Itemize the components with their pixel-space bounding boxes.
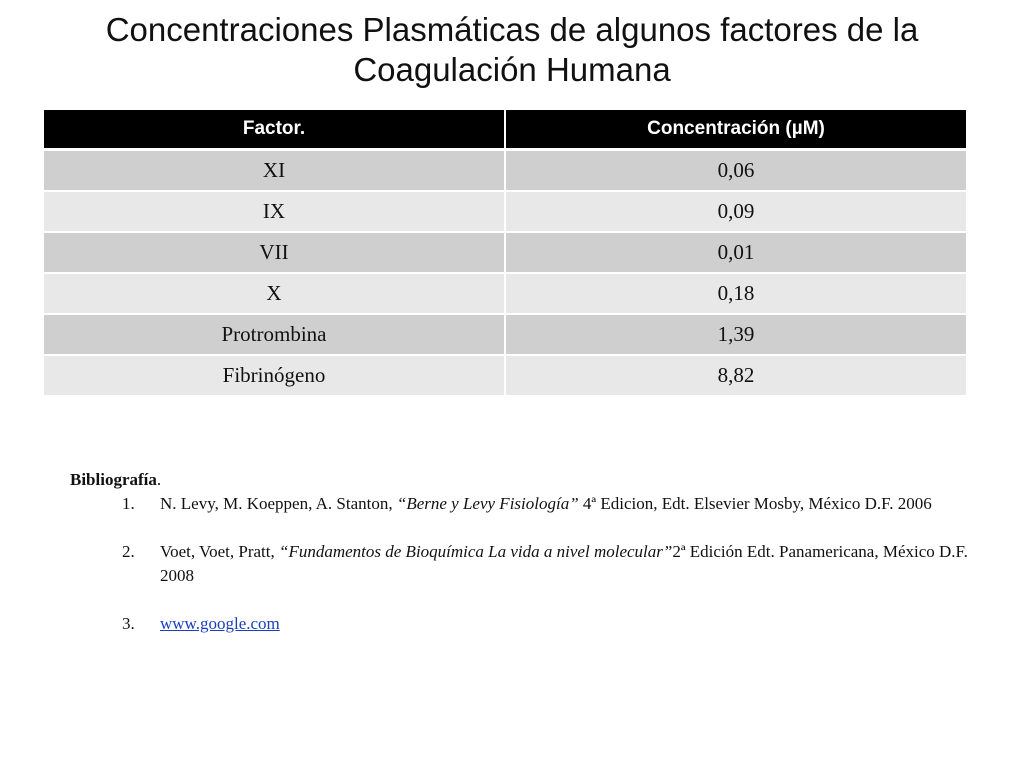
table-row: XI 0,06: [44, 148, 966, 191]
reference-item: 1. N. Levy, M. Koeppen, A. Stanton, “Ber…: [122, 492, 980, 516]
table-row: Protrombina 1,39: [44, 313, 966, 355]
concentration-cell: 8,82: [505, 354, 966, 395]
reference-item: 3. www.google.com: [122, 612, 980, 636]
factor-cell: IX: [44, 190, 506, 232]
factor-cell: VII: [44, 231, 506, 273]
reference-text: N. Levy, M. Koeppen, A. Stanton, “Berne …: [160, 492, 980, 516]
reference-authors: Voet, Voet, Pratt,: [160, 542, 280, 561]
slide-title: Concentraciones Plasmáticas de algunos f…: [40, 10, 984, 90]
concentration-table: Factor. Concentración (µM) XI 0,06 IX 0,…: [44, 110, 966, 395]
factor-cell: Protrombina: [44, 313, 506, 355]
table-row: Fibrinógeno 8,82: [44, 354, 966, 395]
title-line-1: Concentraciones Plasmáticas de algunos f…: [105, 11, 919, 48]
table-row: IX 0,09: [44, 190, 966, 232]
factor-cell: X: [44, 272, 506, 314]
concentration-cell: 0,18: [505, 272, 966, 314]
reference-authors: N. Levy, M. Koeppen, A. Stanton,: [160, 494, 397, 513]
reference-book-title: “Berne y Levy Fisiología”: [396, 494, 579, 513]
concentration-table-wrapper: Factor. Concentración (µM) XI 0,06 IX 0,…: [44, 110, 966, 395]
table-header-row: Factor. Concentración (µM): [44, 110, 966, 150]
table-row: VII 0,01: [44, 231, 966, 273]
header-concentration: Concentración (µM): [505, 110, 966, 150]
concentration-cell: 0,06: [505, 148, 966, 191]
factor-cell: Fibrinógeno: [44, 354, 506, 395]
reference-number: 3.: [122, 614, 135, 633]
reference-edition: 4ª Edicion, Edt. Elsevier Mosby, México …: [578, 494, 932, 513]
table-row: X 0,18: [44, 272, 966, 314]
concentration-cell: 1,39: [505, 313, 966, 355]
reference-number: 1.: [122, 494, 135, 513]
bibliography-heading: Bibliografía.: [70, 468, 980, 492]
reference-book-title: “Fundamentos de Bioquímica La vida a niv…: [279, 542, 673, 561]
reference-number: 2.: [122, 542, 135, 561]
concentration-cell: 0,01: [505, 231, 966, 273]
bibliography-heading-suffix: .: [156, 470, 162, 489]
reference-text: Voet, Voet, Pratt, “Fundamentos de Bioqu…: [160, 540, 980, 588]
reference-edition: 2ª Edición Edt. Panamericana, México D.F…: [160, 542, 968, 585]
header-factor: Factor.: [44, 110, 506, 150]
title-line-2: Coagulación Humana: [353, 51, 671, 88]
reference-text: www.google.com: [160, 612, 980, 636]
factor-cell: XI: [44, 148, 506, 191]
bibliography-heading-text: Bibliografía: [70, 470, 157, 489]
reference-item: 2. Voet, Voet, Pratt, “Fundamentos de Bi…: [122, 540, 980, 588]
reference-link[interactable]: www.google.com: [160, 614, 280, 633]
bibliography: Bibliografía. 1. N. Levy, M. Koeppen, A.…: [70, 468, 980, 660]
concentration-cell: 0,09: [505, 190, 966, 232]
